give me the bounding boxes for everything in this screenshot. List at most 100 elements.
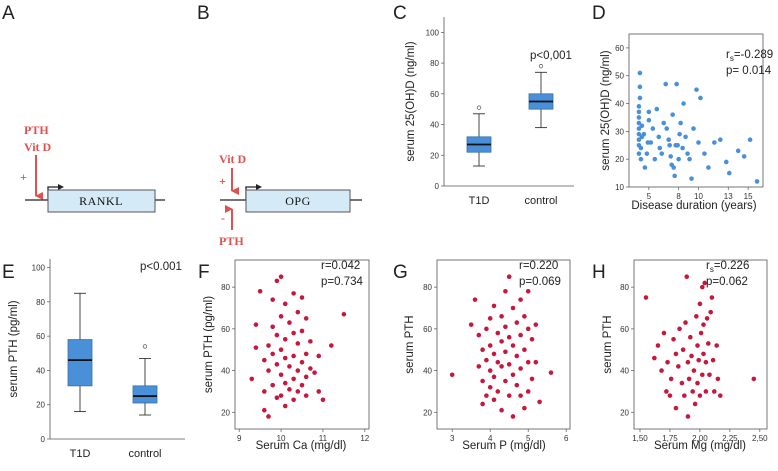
chart-panel-h: H 20 40 60 80 serum PTH 1,50 1,75 2,00 2,25 2,50 Se… xyxy=(592,259,768,452)
y-tick-label: 0 xyxy=(435,182,440,191)
data-point xyxy=(636,151,642,156)
data-point xyxy=(726,170,732,176)
panel-d-label: D xyxy=(592,3,606,24)
box-t1d xyxy=(466,105,492,167)
panel-a-label: A xyxy=(2,3,15,24)
y-tick-label: 30 xyxy=(615,127,624,136)
data-point xyxy=(661,120,667,126)
x-tick-label: 8 xyxy=(676,192,681,201)
plot-frame xyxy=(234,259,370,430)
y-tick-label: 80 xyxy=(430,59,439,68)
outlier-point xyxy=(538,64,544,69)
data-point xyxy=(487,343,493,348)
data-point xyxy=(677,326,682,332)
data-point xyxy=(468,322,474,327)
box-t1d xyxy=(67,292,93,413)
p-value-annotation: p= 0.014 xyxy=(726,65,772,77)
data-point xyxy=(689,353,694,359)
data-point xyxy=(341,311,347,317)
data-point xyxy=(701,322,706,327)
data-point xyxy=(291,397,296,403)
data-point xyxy=(476,332,482,338)
data-point xyxy=(476,364,482,369)
r-value: =0.226 xyxy=(714,260,750,272)
data-point xyxy=(639,123,645,129)
data-point xyxy=(291,353,296,359)
y-axis-title: serum 25(OH)D (ng/ml) xyxy=(405,41,417,161)
data-point xyxy=(636,120,642,126)
data-point xyxy=(266,343,271,348)
data-point xyxy=(698,95,703,101)
data-point xyxy=(480,347,485,353)
plot-frame xyxy=(628,33,764,188)
data-point xyxy=(646,117,652,123)
x-tick-label: 2,25 xyxy=(722,434,738,443)
r-subscript: s xyxy=(730,54,734,63)
data-point xyxy=(287,387,292,392)
data-point xyxy=(270,382,275,388)
category-label: T1D xyxy=(70,448,91,460)
data-point xyxy=(710,357,716,363)
data-point xyxy=(676,364,681,369)
r-annotation: rs=-0.289 xyxy=(726,49,773,63)
panel-a-gene-box xyxy=(47,189,156,213)
data-point xyxy=(537,399,542,405)
data-point xyxy=(672,173,677,179)
y-tick-label: 60 xyxy=(36,332,45,341)
data-point xyxy=(637,95,643,101)
y-tick-label: 100 xyxy=(32,264,46,273)
data-point xyxy=(680,347,686,353)
data-point xyxy=(487,384,493,390)
data-point xyxy=(312,370,317,375)
data-point xyxy=(295,389,301,394)
data-point xyxy=(278,314,284,319)
y-tick-label: 60 xyxy=(615,44,624,53)
data-point xyxy=(703,389,709,394)
panel-a-regulator-vitd: Vit D xyxy=(24,140,52,154)
data-point xyxy=(278,372,284,378)
x-tick-label: 10 xyxy=(277,434,286,443)
y-tick-label: 80 xyxy=(620,283,629,292)
data-point xyxy=(683,134,688,140)
data-point xyxy=(525,326,531,332)
y-tick-label: 40 xyxy=(423,367,432,376)
data-point xyxy=(715,376,721,382)
data-point xyxy=(687,156,692,162)
data-point xyxy=(291,330,296,336)
data-point xyxy=(702,280,707,286)
data-point xyxy=(685,151,690,156)
x-tick-label: 1,75 xyxy=(662,434,678,443)
box-iqr xyxy=(67,339,93,387)
panel-b-gene-label: OPG xyxy=(285,194,311,208)
data-point xyxy=(696,357,702,363)
chart-panel-c: C 0 20 40 60 80 100 serum 25(OH)D (ng/ml) T1D con… xyxy=(393,3,574,207)
data-point xyxy=(503,349,508,355)
data-point xyxy=(316,389,322,394)
panel-a-promoter-arrowhead xyxy=(58,184,64,190)
data-point xyxy=(495,359,501,365)
y-tick-label: 60 xyxy=(430,90,439,99)
data-point xyxy=(689,176,694,181)
x-tick-label: 2,00 xyxy=(692,434,708,443)
category-label: control xyxy=(524,195,557,207)
data-point xyxy=(686,376,692,382)
x-tick-label: 13 xyxy=(724,192,733,201)
data-point xyxy=(510,343,516,348)
data-point xyxy=(249,376,255,382)
data-point xyxy=(704,316,710,321)
y-tick-label: 20 xyxy=(430,151,439,160)
data-point xyxy=(638,156,644,162)
data-point xyxy=(316,353,322,359)
x-tick-label: 12 xyxy=(360,434,369,443)
data-point xyxy=(291,376,296,382)
data-point xyxy=(654,106,660,112)
y-tick-label: 60 xyxy=(423,325,432,334)
panel-b-label: B xyxy=(197,3,210,24)
data-point xyxy=(652,156,658,162)
data-point xyxy=(525,389,531,394)
data-point xyxy=(751,376,757,382)
data-point xyxy=(525,359,531,365)
data-point xyxy=(506,362,512,367)
data-point xyxy=(717,393,723,398)
